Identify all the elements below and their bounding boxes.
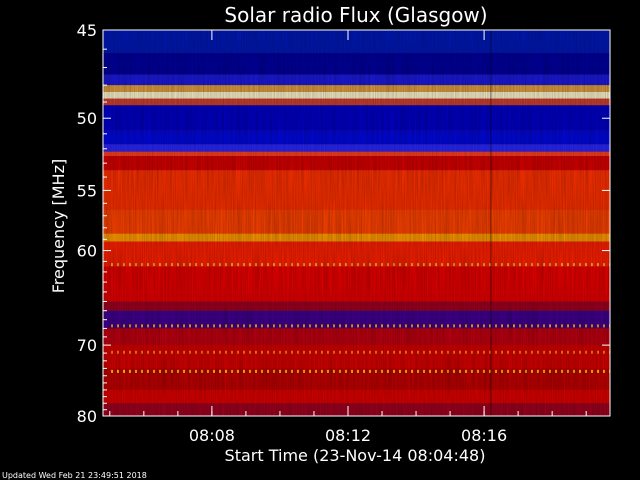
y-axis-label: Frequency [MHz] [49,159,68,293]
x-tick-label: 08:16 [461,426,507,445]
y-tick-label: 55 [77,181,97,200]
y-tick-label: 50 [77,109,97,128]
chart-title: Solar radio Flux (Glasgow) [224,3,487,27]
y-tick-label: 45 [77,21,97,40]
y-tick-label: 80 [77,407,97,426]
x-axis: 08:08 08:12 08:16 [109,30,587,445]
updated-timestamp: Updated Wed Feb 21 23:49:51 2018 [2,471,147,480]
plot-frame [102,29,611,417]
plot-area [102,29,611,417]
noise-texture [103,30,610,416]
x-axis-label: Start Time (23-Nov-14 08:04:48) [225,446,486,465]
y-tick-label: 60 [77,242,97,261]
x-tick-label: 08:08 [189,426,235,445]
y-tick-label: 70 [77,336,97,355]
x-tick-label: 08:12 [325,426,371,445]
